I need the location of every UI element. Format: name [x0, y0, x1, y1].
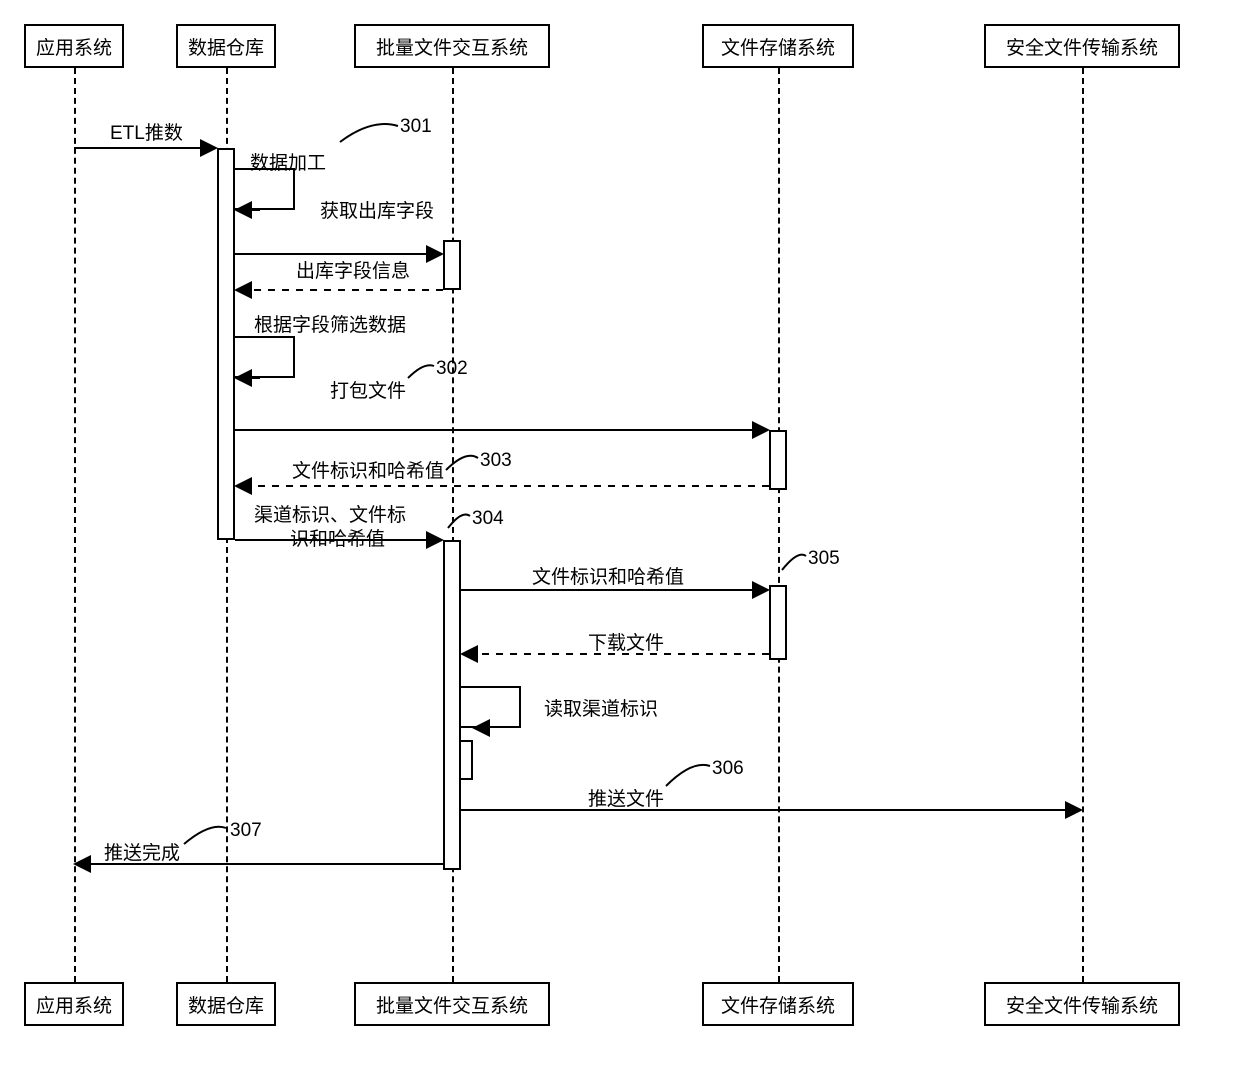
participant-app-bottom: 应用系统	[24, 982, 124, 1026]
lifeline-app	[74, 68, 76, 982]
label-get-fields: 获取出库字段	[320, 196, 434, 223]
participant-dw-bottom: 数据仓库	[176, 982, 276, 1026]
activation-batch-short	[443, 240, 461, 290]
label-channel-id-2: 识和哈希值	[290, 524, 385, 551]
step-307: 307	[230, 820, 262, 842]
arrows-layer	[0, 0, 1240, 1069]
step-303: 303	[480, 450, 512, 472]
activation-batch-main	[443, 540, 461, 870]
label-channel-id-1: 渠道标识、文件标	[254, 500, 406, 527]
step-304: 304	[472, 508, 504, 530]
self-hook-2	[235, 336, 295, 378]
label-read-channel: 读取渠道标识	[544, 694, 658, 721]
label-filter-data: 根据字段筛选数据	[254, 310, 406, 337]
label-file-id-hash-2: 文件标识和哈希值	[532, 562, 684, 589]
activation-dw	[217, 148, 235, 540]
activation-batch-self	[459, 740, 473, 780]
label-field-info: 出库字段信息	[296, 256, 410, 283]
participant-store-bottom: 文件存储系统	[702, 982, 854, 1026]
step-306: 306	[712, 758, 744, 780]
step-302: 302	[436, 358, 468, 380]
sequence-diagram: 应用系统 数据仓库 批量文件交互系统 文件存储系统 安全文件传输系统 应用系统 …	[0, 0, 1240, 1069]
participant-store-top: 文件存储系统	[702, 24, 854, 68]
step-305: 305	[808, 548, 840, 570]
participant-secure-bottom: 安全文件传输系统	[984, 982, 1180, 1026]
label-push-done: 推送完成	[104, 838, 180, 865]
label-data-process: 数据加工	[250, 148, 326, 175]
label-download-file: 下载文件	[588, 628, 664, 655]
participant-app-top: 应用系统	[24, 24, 124, 68]
activation-store-a	[769, 430, 787, 490]
self-hook-3	[461, 686, 521, 728]
participant-dw-top: 数据仓库	[176, 24, 276, 68]
participant-batch-bottom: 批量文件交互系统	[354, 982, 550, 1026]
label-file-id-hash-1: 文件标识和哈希值	[292, 456, 444, 483]
label-etl: ETL推数	[110, 118, 183, 145]
participant-secure-top: 安全文件传输系统	[984, 24, 1180, 68]
label-pack-file: 打包文件	[330, 376, 406, 403]
activation-store-b	[769, 585, 787, 660]
label-push-file: 推送文件	[588, 784, 664, 811]
step-301: 301	[400, 116, 432, 138]
lifeline-secure	[1082, 68, 1084, 982]
lifeline-store	[778, 68, 780, 982]
participant-batch-top: 批量文件交互系统	[354, 24, 550, 68]
